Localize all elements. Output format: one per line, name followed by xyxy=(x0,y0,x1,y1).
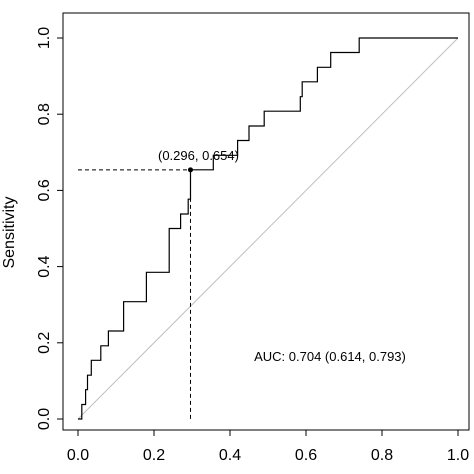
reference-diagonal xyxy=(77,37,459,420)
x-tick-label: 0.0 xyxy=(67,447,89,464)
x-axis: 0.0 0.2 0.4 0.6 0.8 1.0 xyxy=(67,430,469,464)
y-tick-label: 0.8 xyxy=(36,103,53,125)
y-tick-label: 1.0 xyxy=(36,27,53,49)
y-tick-label: 0.2 xyxy=(36,332,53,354)
x-tick-label: 0.6 xyxy=(295,447,317,464)
y-tick-label: 0.4 xyxy=(36,255,53,277)
cutoff-label: (0.296, 0.654) xyxy=(158,148,239,163)
x-tick-label: 0.4 xyxy=(219,447,241,464)
roc-curve-line xyxy=(78,37,458,420)
auc-annotation: AUC: 0.704 (0.614, 0.793) xyxy=(254,349,406,364)
y-tick-label: 0.0 xyxy=(36,408,53,430)
cutoff-point xyxy=(187,167,193,173)
y-axis-label: Sensitivity xyxy=(1,196,18,268)
y-axis: 0.0 0.2 0.4 0.6 0.8 1.0 xyxy=(36,27,63,430)
x-tick-label: 0.8 xyxy=(371,447,393,464)
y-tick-label: 0.6 xyxy=(36,179,53,201)
x-tick-label: 1.0 xyxy=(447,447,469,464)
x-tick-label: 0.2 xyxy=(143,447,165,464)
plot-frame xyxy=(62,12,470,431)
